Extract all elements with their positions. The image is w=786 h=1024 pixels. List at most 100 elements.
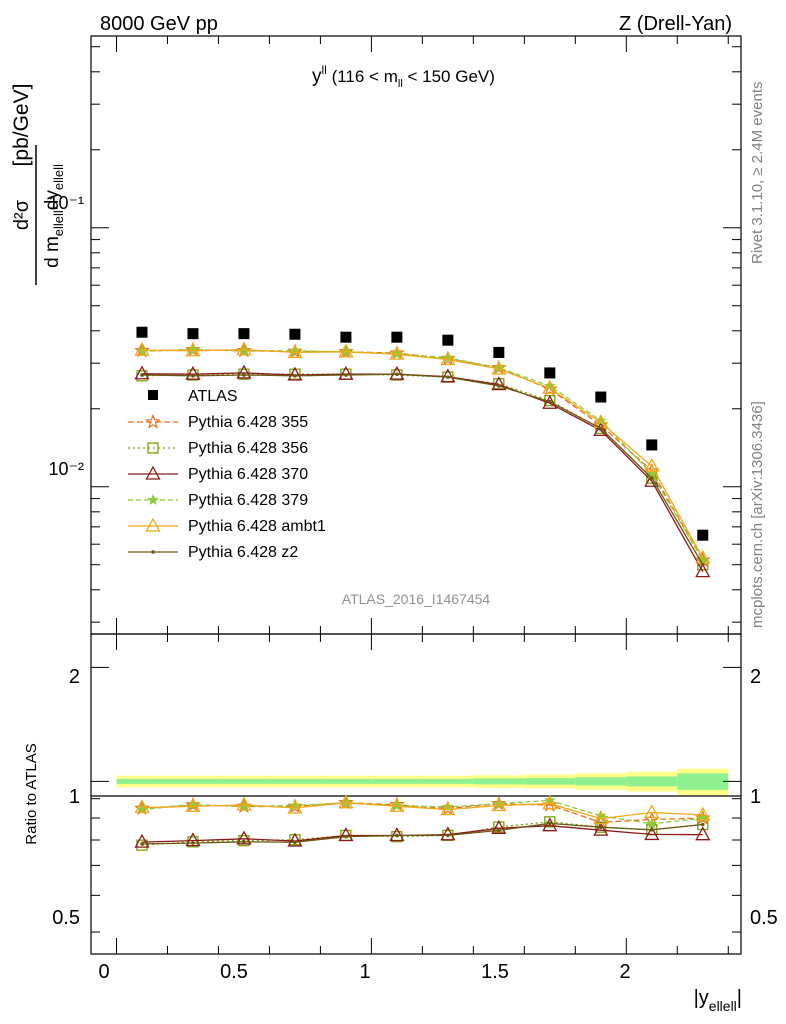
series-point-z2	[395, 372, 399, 376]
ratio-point-355	[542, 796, 558, 812]
ratio-point-355	[491, 795, 507, 811]
series-point-ambt1	[542, 379, 558, 394]
ratio-point-370	[287, 832, 303, 847]
ratio-ytick-label-1-right: 1	[750, 786, 761, 808]
legend-label-355: Pythia 6.428 355	[188, 414, 308, 431]
legend-label-379: Pythia 6.428 379	[188, 492, 308, 509]
atlas-point	[544, 367, 556, 379]
ratio-point-370	[389, 827, 405, 842]
xtick-label-1.5: 1.5	[481, 961, 509, 983]
ratio-point-370	[134, 833, 150, 848]
ratio-point-370	[185, 832, 201, 847]
series-point-370	[542, 394, 558, 409]
ratio-point-ambt1	[185, 797, 201, 813]
ratio-point-370	[542, 817, 558, 832]
series-point-z2	[242, 373, 246, 377]
ytick-label-1e-1: 10⁻¹	[48, 193, 84, 213]
header-left: 8000 GeV pp	[100, 13, 218, 35]
ratio-point-370	[236, 830, 252, 845]
series-point-370	[440, 368, 456, 383]
plot-title-open: (116 < m	[327, 67, 398, 86]
ylabel-den-b: dy	[42, 190, 63, 211]
band-stat	[320, 778, 372, 784]
atlas-point	[442, 334, 454, 346]
ratio-point-370	[338, 827, 354, 842]
atlas-point	[595, 391, 607, 403]
ratio-ytick-label-0.5: 0.5	[52, 907, 80, 929]
series-point-ambt1	[338, 343, 354, 358]
plot-title: yll (116 < mll < 150 GeV)	[312, 63, 495, 90]
ratio-frame	[90, 633, 742, 955]
ratio-ytick-label-0.5-right: 0.5	[750, 907, 778, 929]
ylabel-units: [pb/GeV]	[10, 84, 33, 167]
series-point-z2	[344, 373, 348, 377]
series-point-370	[491, 376, 507, 391]
series-point-ambt1	[644, 457, 660, 472]
atlas-point	[187, 328, 199, 340]
legend-label-356: Pythia 6.428 356	[188, 440, 308, 457]
ratio-point-370	[440, 826, 456, 841]
series-point-356	[187, 369, 199, 381]
atlas-point	[340, 331, 352, 343]
ratio-point-z2	[446, 833, 450, 838]
legend-marker-370	[145, 465, 161, 480]
ratio-point-ambt1	[338, 794, 354, 809]
ratio-point-z2	[140, 842, 144, 846]
plot-title-sub: ll	[398, 78, 403, 90]
ratio-point-ambt1	[593, 810, 609, 825]
band-stat	[218, 778, 270, 784]
series-point-z2	[497, 384, 501, 388]
series-point-355	[338, 343, 354, 359]
ratio-point-z2	[497, 828, 501, 833]
xlabel-end: |	[737, 987, 742, 1009]
series-point-ambt1	[134, 341, 150, 356]
ratio-point-z2	[395, 833, 399, 838]
ratio-point-z2	[191, 841, 195, 845]
series-point-z2	[446, 375, 450, 379]
header-right: Z (Drell-Yan)	[619, 13, 732, 35]
series-point-ambt1	[389, 345, 405, 360]
legend: ATLAS Pythia 6.428 355 Pythia 6.428 356 …	[128, 388, 326, 561]
legend-marker-ambt1	[145, 517, 161, 532]
series-point-370	[236, 364, 252, 379]
band-stat	[524, 778, 576, 785]
series-point-z2	[548, 399, 552, 404]
series-point-ambt1	[491, 360, 507, 375]
series-point-z2	[599, 426, 603, 431]
series-point-355	[185, 341, 201, 357]
ratio-point-ambt1	[542, 795, 558, 810]
ratio-point-379	[646, 817, 658, 829]
ratio-point-ambt1	[389, 797, 405, 812]
legend-label-370: Pythia 6.428 370	[188, 466, 308, 483]
plot-title-sup: ll	[322, 63, 327, 77]
ratio-point-ambt1	[287, 799, 303, 814]
series-point-370	[593, 422, 609, 437]
axis-ticks	[91, 36, 741, 954]
atlas-point	[289, 328, 301, 340]
band-stat	[371, 778, 423, 784]
series-line-ambt1	[141, 349, 704, 559]
series-point-z2	[191, 374, 195, 378]
xlabel-main: |y	[694, 987, 709, 1009]
band-stat	[269, 778, 321, 784]
mcplots-label: mcplots.cern.ch [arXiv:1306.3436]	[749, 401, 766, 628]
ratio-point-ambt1	[134, 799, 150, 814]
ratio-ytick-label-2: 2	[69, 666, 80, 688]
series-point-z2	[140, 373, 144, 377]
series-layer	[134, 341, 711, 851]
series-point-370	[695, 563, 711, 578]
band-stat	[116, 778, 168, 784]
series-point-z2	[293, 374, 297, 378]
band-stat	[626, 776, 678, 787]
legend-label-atlas: ATLAS	[188, 388, 238, 405]
atlas-point	[493, 346, 505, 358]
legend-marker-355	[145, 413, 161, 429]
xtick-label-0: 0	[98, 961, 109, 983]
series-point-370	[338, 365, 354, 380]
legend-marker-z2	[151, 550, 155, 554]
band-stat	[473, 778, 525, 785]
series-point-355	[491, 359, 507, 375]
legend-marker-356	[147, 442, 159, 454]
ratio-point-370	[593, 821, 609, 836]
xlabel-sub: ellell	[709, 998, 737, 1014]
